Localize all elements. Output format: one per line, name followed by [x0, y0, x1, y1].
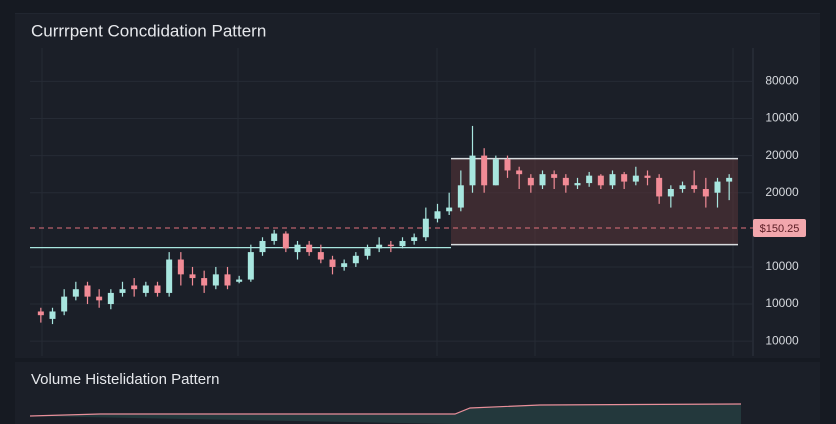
candle-body [446, 207, 453, 212]
volume-title: Volume Histelidation Pattern [31, 371, 219, 388]
candle-body [259, 240, 266, 253]
plot: 80000 10000 20000 20000 10000 10000 10000 $150.… [30, 74, 806, 347]
candle-body [341, 263, 348, 267]
candle-body [37, 311, 44, 316]
candle-body [142, 285, 149, 293]
candle-body [632, 175, 639, 182]
candle-body [481, 155, 488, 186]
candle-body [61, 296, 68, 312]
candle-body [667, 189, 674, 197]
volume-line [29, 403, 742, 417]
candle-body [551, 174, 558, 178]
candle-body [714, 181, 721, 193]
candle-body [387, 244, 394, 247]
candle-body [271, 233, 278, 241]
price-badge [753, 218, 806, 237]
candle-body [294, 244, 301, 253]
candle-body [574, 183, 581, 186]
candle-body [679, 185, 686, 190]
candle-body [154, 285, 161, 293]
candle-body [166, 259, 173, 293]
candle-body [621, 174, 628, 182]
candle-body [96, 296, 103, 301]
candle-body [609, 174, 616, 186]
candle-body [562, 177, 569, 186]
chart-title: Currrpent Concdidation Pattern [31, 21, 266, 40]
candle-body [247, 252, 254, 280]
candle-body [422, 218, 429, 238]
candle-body [317, 252, 324, 260]
candle-body [597, 175, 604, 186]
candle-body [189, 274, 196, 279]
candle-body [84, 285, 91, 297]
candle-body [49, 311, 56, 319]
candle-body [516, 170, 523, 175]
y-tick-label: 10000 [765, 296, 799, 310]
candle-body [539, 174, 546, 186]
candle-body [504, 159, 511, 171]
candle-body [399, 240, 406, 247]
candle-body [212, 274, 219, 286]
candle-body [726, 177, 733, 182]
candle-body [224, 274, 231, 286]
candle-body [469, 155, 476, 186]
y-tick-label: 10000 [765, 259, 799, 273]
candle-body [119, 289, 126, 293]
y-tick-label: 10000 [765, 333, 799, 347]
y-tick-label: 80000 [765, 74, 799, 88]
candle-body [702, 189, 709, 197]
candle-body [644, 175, 651, 178]
candle-body [492, 159, 499, 186]
price-label: $150.25 [760, 223, 800, 235]
candle-body [236, 279, 243, 282]
candle-body [72, 289, 79, 297]
candle-body [329, 259, 336, 267]
candle-body [352, 255, 359, 264]
candle-body [282, 233, 289, 249]
y-tick-label: 20000 [765, 185, 799, 199]
candle-body [457, 185, 464, 208]
candle-body [131, 285, 138, 290]
candle-body [411, 237, 418, 241]
candle-body [306, 244, 313, 253]
candle-body [656, 177, 663, 197]
candle-body [586, 175, 593, 184]
y-tick-label: 10000 [765, 111, 799, 125]
y-tick-label: 20000 [765, 148, 799, 162]
candle-body [364, 248, 371, 256]
candle-body [691, 185, 698, 190]
candle-body [434, 211, 441, 219]
candle-body [107, 292, 114, 305]
candle-body [177, 259, 184, 275]
candle-body [376, 244, 383, 249]
candle-body [201, 278, 208, 286]
candle-body [527, 177, 534, 186]
